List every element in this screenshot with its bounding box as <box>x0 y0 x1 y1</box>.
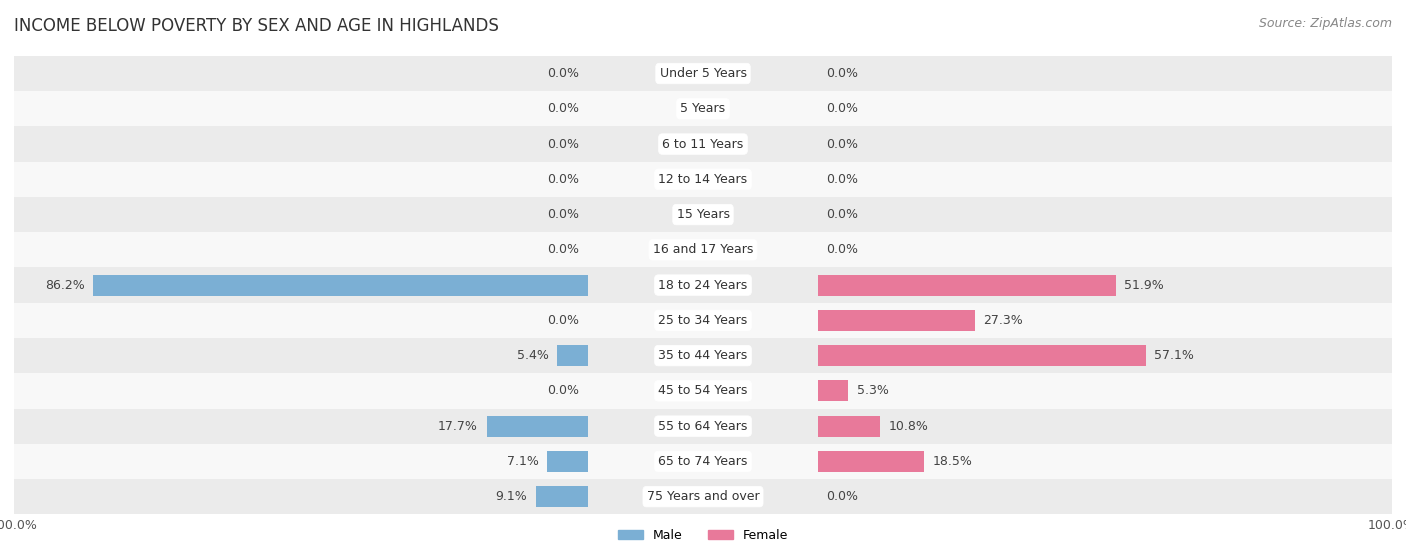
Text: 57.1%: 57.1% <box>1154 349 1194 362</box>
Text: 35 to 44 Years: 35 to 44 Years <box>658 349 748 362</box>
Text: 0.0%: 0.0% <box>547 173 579 186</box>
Bar <box>818 380 848 401</box>
Bar <box>818 274 1116 296</box>
Bar <box>588 373 818 409</box>
Bar <box>14 56 588 91</box>
Text: 0.0%: 0.0% <box>547 208 579 221</box>
Text: 16 and 17 Years: 16 and 17 Years <box>652 243 754 257</box>
Text: 55 to 64 Years: 55 to 64 Years <box>658 420 748 433</box>
Text: 0.0%: 0.0% <box>827 490 859 503</box>
Text: 10.8%: 10.8% <box>889 420 928 433</box>
Bar <box>588 56 818 91</box>
Bar <box>547 451 588 472</box>
Bar <box>818 338 1392 373</box>
Text: 0.0%: 0.0% <box>827 208 859 221</box>
Bar <box>14 197 588 232</box>
Text: 0.0%: 0.0% <box>827 173 859 186</box>
Bar <box>818 267 1392 303</box>
Bar <box>818 415 880 437</box>
Text: 5 Years: 5 Years <box>681 102 725 115</box>
Bar <box>14 91 588 126</box>
Text: 45 to 54 Years: 45 to 54 Years <box>658 385 748 397</box>
Text: 0.0%: 0.0% <box>827 138 859 150</box>
Text: 65 to 74 Years: 65 to 74 Years <box>658 455 748 468</box>
Bar <box>14 267 588 303</box>
Text: INCOME BELOW POVERTY BY SEX AND AGE IN HIGHLANDS: INCOME BELOW POVERTY BY SEX AND AGE IN H… <box>14 17 499 35</box>
Text: 5.3%: 5.3% <box>856 385 889 397</box>
Text: 0.0%: 0.0% <box>827 102 859 115</box>
Text: Under 5 Years: Under 5 Years <box>659 67 747 80</box>
Text: 7.1%: 7.1% <box>508 455 538 468</box>
Bar <box>588 126 818 162</box>
Bar <box>14 338 588 373</box>
Bar <box>818 345 1146 366</box>
Bar <box>588 91 818 126</box>
Bar <box>818 444 1392 479</box>
Bar <box>818 126 1392 162</box>
Text: 0.0%: 0.0% <box>547 243 579 257</box>
Text: 0.0%: 0.0% <box>547 385 579 397</box>
Text: 12 to 14 Years: 12 to 14 Years <box>658 173 748 186</box>
Text: 18.5%: 18.5% <box>932 455 973 468</box>
Bar <box>818 479 1392 514</box>
Text: 0.0%: 0.0% <box>547 314 579 327</box>
Bar <box>93 274 588 296</box>
Bar <box>818 91 1392 126</box>
Text: 25 to 34 Years: 25 to 34 Years <box>658 314 748 327</box>
Bar <box>818 162 1392 197</box>
Text: 18 to 24 Years: 18 to 24 Years <box>658 278 748 292</box>
Bar <box>818 197 1392 232</box>
Bar <box>588 267 818 303</box>
Bar <box>818 56 1392 91</box>
Bar <box>14 126 588 162</box>
Bar <box>588 162 818 197</box>
Bar <box>588 444 818 479</box>
Text: 75 Years and over: 75 Years and over <box>647 490 759 503</box>
Text: 0.0%: 0.0% <box>547 67 579 80</box>
Text: 86.2%: 86.2% <box>45 278 84 292</box>
Bar <box>588 197 818 232</box>
Bar <box>14 162 588 197</box>
Text: 17.7%: 17.7% <box>439 420 478 433</box>
Bar <box>486 415 588 437</box>
Bar <box>14 373 588 409</box>
Bar <box>818 451 924 472</box>
Legend: Male, Female: Male, Female <box>613 524 793 547</box>
Bar <box>14 303 588 338</box>
Bar <box>818 232 1392 267</box>
Text: 0.0%: 0.0% <box>827 243 859 257</box>
Bar <box>818 373 1392 409</box>
Bar <box>818 409 1392 444</box>
Bar <box>588 232 818 267</box>
Text: 6 to 11 Years: 6 to 11 Years <box>662 138 744 150</box>
Text: 27.3%: 27.3% <box>983 314 1024 327</box>
Bar <box>818 310 974 331</box>
Bar <box>818 303 1392 338</box>
Bar <box>588 303 818 338</box>
Text: 51.9%: 51.9% <box>1125 278 1164 292</box>
Text: 0.0%: 0.0% <box>547 138 579 150</box>
Text: 5.4%: 5.4% <box>516 349 548 362</box>
Text: 9.1%: 9.1% <box>495 490 527 503</box>
Text: 0.0%: 0.0% <box>547 102 579 115</box>
Bar <box>14 479 588 514</box>
Text: Source: ZipAtlas.com: Source: ZipAtlas.com <box>1258 17 1392 30</box>
Bar <box>557 345 588 366</box>
Text: 0.0%: 0.0% <box>827 67 859 80</box>
Bar <box>14 232 588 267</box>
Bar <box>588 409 818 444</box>
Bar <box>536 486 588 507</box>
Bar <box>588 338 818 373</box>
Text: 15 Years: 15 Years <box>676 208 730 221</box>
Bar <box>14 444 588 479</box>
Bar <box>14 409 588 444</box>
Bar <box>588 479 818 514</box>
